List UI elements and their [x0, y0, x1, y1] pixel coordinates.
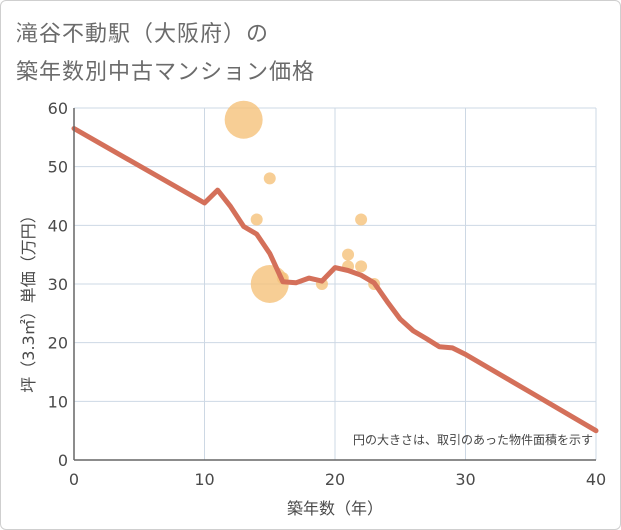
y-tick-label: 50	[48, 158, 68, 177]
size-note: 円の大きさは、取引のあった物件面積を示す	[353, 432, 593, 447]
y-tick-label: 20	[48, 334, 68, 353]
trend-line	[71, 126, 599, 434]
y-tick-label: 10	[48, 392, 68, 411]
y-tick-label: 40	[48, 216, 68, 235]
chart-title-line1: 滝谷不動駅（大阪府）の	[16, 22, 270, 47]
trend-series	[71, 126, 599, 434]
x-axis-label: 築年数（年）	[287, 499, 383, 518]
x-tick-label: 10	[194, 470, 214, 489]
data-bubble	[355, 213, 368, 226]
grid-lines	[74, 107, 597, 460]
data-bubble	[224, 100, 263, 139]
y-tick-label: 60	[48, 99, 68, 118]
x-tick-label: 20	[325, 470, 345, 489]
data-bubble	[342, 248, 355, 261]
data-bubble	[355, 260, 368, 273]
x-tick-label: 0	[69, 470, 79, 489]
x-tick-label: 30	[455, 470, 475, 489]
axes: 0 10 20 30 40 0 10 20 30 40 50 60	[48, 99, 607, 489]
y-tick-label: 0	[58, 451, 68, 470]
chart-title-line2: 築年数別中古マンション価格	[16, 60, 316, 85]
data-bubble	[263, 172, 276, 185]
data-bubble	[250, 213, 263, 226]
x-tick-label: 40	[586, 470, 606, 489]
y-axis-label: 坪（3.3㎡）単価（万円）	[19, 207, 38, 392]
y-tick-label: 30	[48, 275, 68, 294]
